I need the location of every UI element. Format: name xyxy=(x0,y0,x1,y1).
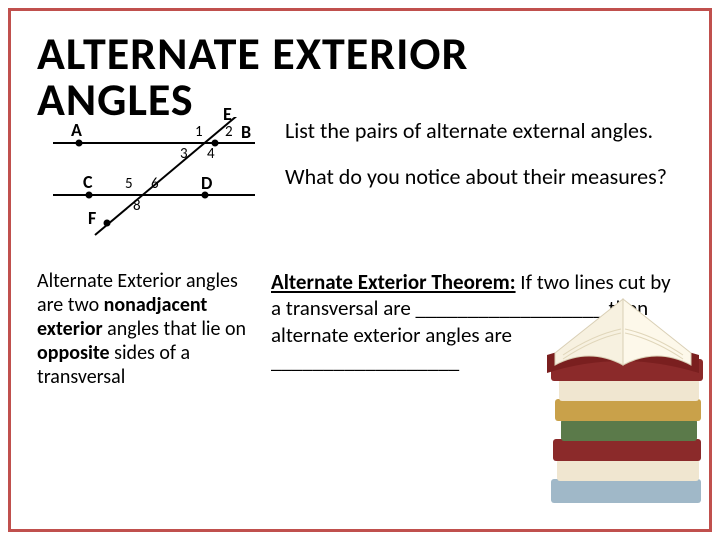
point-B: B xyxy=(241,121,251,143)
point-D: D xyxy=(201,172,212,194)
angle-1: 1 xyxy=(195,123,203,141)
question-1: List the pairs of alternate external ang… xyxy=(285,117,667,145)
definition-text: Alternate Exterior angles are two nonadj… xyxy=(37,269,257,389)
angle-8: 8 xyxy=(133,197,141,215)
angle-5: 5 xyxy=(125,175,133,193)
point-F: F xyxy=(88,207,96,229)
angle-2: 2 xyxy=(225,123,233,141)
slide-content: ALTERNATE EXTERIOR ANGLES xyxy=(19,19,701,521)
point-E: E xyxy=(223,103,232,125)
angle-diagram: A B C D E F 1 2 3 4 5 6 8 xyxy=(37,117,267,257)
angle-3: 3 xyxy=(180,145,188,163)
angle-6: 6 xyxy=(151,175,159,193)
theorem-heading: Alternate Exterior Theorem: xyxy=(271,269,516,295)
questions-block: List the pairs of alternate external ang… xyxy=(285,117,667,257)
defn-part-2: angles that lie on xyxy=(103,317,246,341)
defn-bold-2: opposite xyxy=(37,341,110,365)
angle-4: 4 xyxy=(207,145,215,163)
question-2: What do you notice about their measures? xyxy=(285,163,667,191)
theorem-text: Alternate Exterior Theorem: If two lines… xyxy=(271,269,683,389)
slide-title: ALTERNATE EXTERIOR ANGLES xyxy=(37,31,683,123)
point-A: A xyxy=(71,119,82,141)
slide-frame: ALTERNATE EXTERIOR ANGLES xyxy=(8,8,712,532)
top-row: A B C D E F 1 2 3 4 5 6 8 List the pairs… xyxy=(37,117,683,257)
bottom-row: Alternate Exterior angles are two nonadj… xyxy=(37,269,683,389)
point-C: C xyxy=(83,171,93,193)
